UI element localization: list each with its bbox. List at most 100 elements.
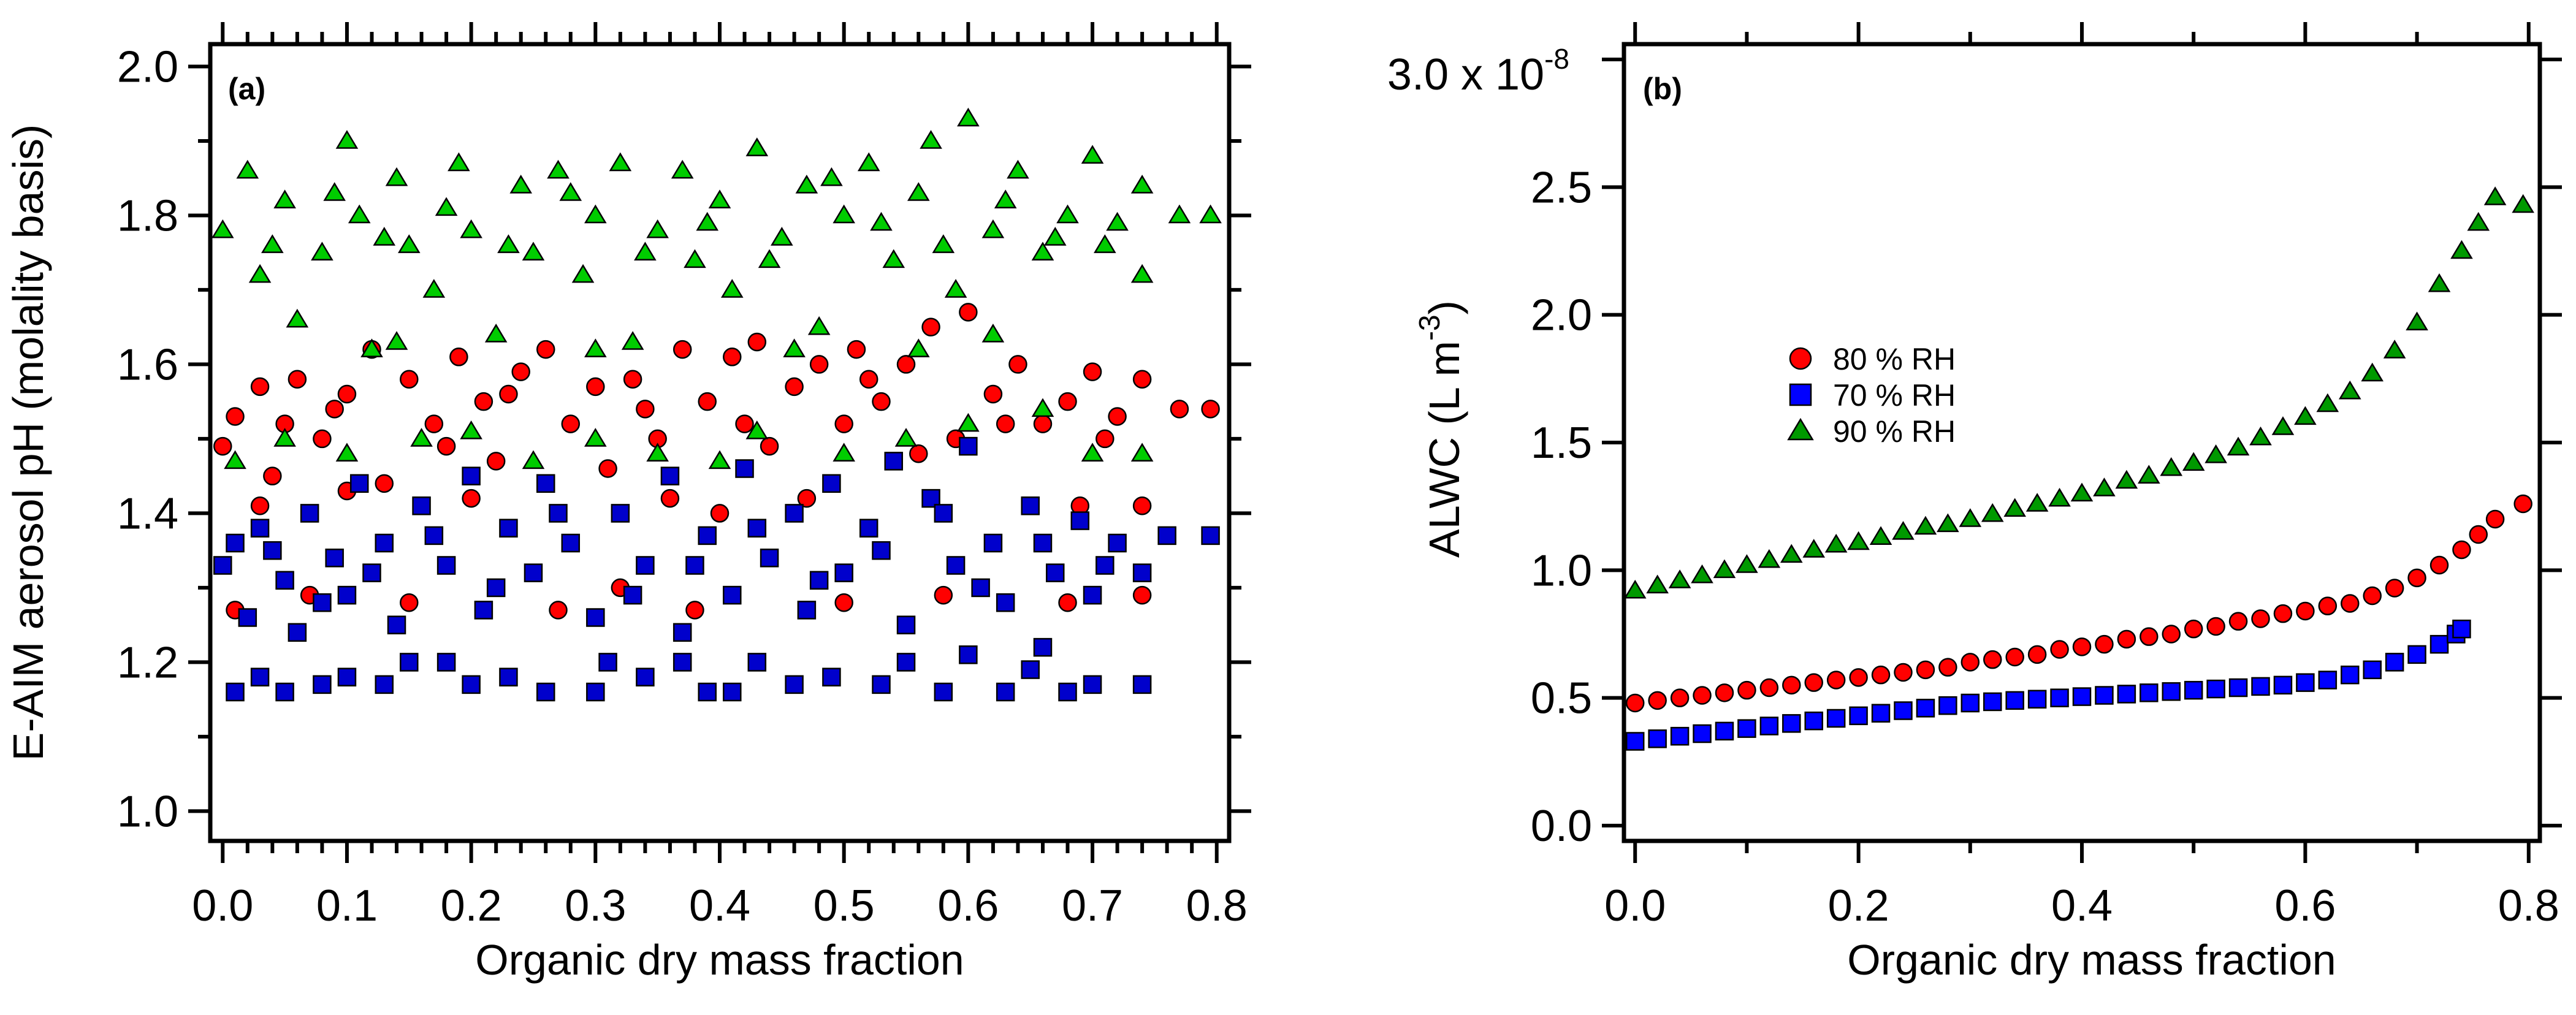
data-point — [323, 182, 346, 201]
data-point — [226, 407, 245, 426]
data-point — [2115, 469, 2138, 489]
data-point — [646, 443, 669, 462]
data-point — [300, 504, 319, 523]
data-point — [807, 316, 831, 335]
data-point — [833, 443, 855, 462]
data-point — [1847, 531, 1870, 550]
data-point — [1804, 711, 1823, 731]
data-point — [1083, 362, 1102, 381]
data-point — [2452, 540, 2471, 560]
panel-b-markers — [1623, 186, 2534, 751]
data-point — [896, 615, 916, 634]
data-point — [1033, 637, 1053, 657]
data-point — [1737, 680, 1756, 700]
data-point — [1894, 701, 1913, 720]
data-point — [1033, 533, 1053, 553]
data-point — [313, 593, 332, 612]
data-point — [584, 338, 607, 357]
data-point — [1623, 579, 1647, 599]
data-point — [486, 578, 506, 598]
data-point — [337, 667, 357, 686]
data-point — [250, 519, 270, 538]
data-point — [797, 601, 817, 620]
data-point — [273, 189, 296, 208]
data-point — [623, 585, 642, 605]
data-point — [1871, 665, 1891, 685]
data-point — [1802, 539, 1826, 558]
data-point — [2469, 525, 2488, 544]
data-point — [684, 249, 706, 268]
panel-b-x-axis-title: Organic dry mass fraction — [1847, 936, 2336, 984]
data-point — [2184, 680, 2203, 700]
data-point — [857, 152, 880, 172]
data-point — [460, 219, 482, 238]
data-point — [685, 556, 704, 575]
data-point — [1892, 520, 1915, 540]
data-point — [1668, 569, 1691, 588]
x-tick-label: 0.4 — [2051, 881, 2113, 930]
panel-b-y-axis-title-end: ) — [1420, 300, 1468, 314]
data-point — [646, 219, 669, 238]
data-point — [1826, 709, 1846, 728]
x-tick-label: 0.4 — [689, 881, 750, 930]
panel-a-y-axis-title: E-AIM aerosol pH (molality basis) — [4, 124, 52, 761]
data-point — [809, 571, 829, 590]
legend-label: 70 % RH — [1833, 378, 1956, 412]
data-point — [1849, 668, 1868, 687]
data-point — [847, 340, 866, 359]
data-point — [981, 323, 1005, 343]
data-point — [1938, 658, 1957, 677]
data-point — [2407, 645, 2426, 664]
data-point — [2182, 452, 2205, 471]
data-point — [896, 355, 916, 374]
data-point — [250, 496, 270, 515]
panel-a-label: (a) — [228, 72, 265, 106]
data-point — [236, 159, 259, 179]
data-point — [584, 428, 607, 447]
data-point — [598, 459, 617, 478]
data-point — [559, 182, 582, 201]
panel-a-x-axis-title: Organic dry mass fraction — [475, 936, 964, 984]
data-point — [424, 526, 444, 546]
data-point — [932, 234, 955, 253]
data-point — [397, 234, 421, 253]
data-point — [311, 241, 333, 260]
data-point — [1045, 563, 1065, 582]
data-point — [586, 377, 605, 397]
data-point — [944, 279, 967, 298]
y-tick-label: 2.5 — [1531, 163, 1592, 212]
data-point — [412, 496, 431, 515]
data-point — [2027, 645, 2047, 664]
data-point — [337, 384, 357, 404]
data-point — [248, 264, 272, 283]
data-point — [971, 578, 990, 598]
data-point — [2294, 406, 2317, 425]
data-point — [536, 340, 555, 359]
data-point — [1031, 241, 1054, 260]
data-point — [288, 370, 307, 389]
data-point — [1983, 692, 2002, 712]
legend-label: 80 % RH — [1833, 342, 1956, 376]
data-point — [422, 279, 446, 298]
data-point — [745, 137, 769, 156]
legend-marker-square — [1789, 383, 1812, 406]
data-point — [1168, 204, 1191, 224]
data-point — [561, 414, 581, 433]
data-point — [2450, 240, 2473, 259]
data-point — [673, 623, 692, 642]
data-point — [2249, 426, 2272, 446]
data-point — [313, 675, 332, 694]
data-point — [2050, 640, 2069, 659]
data-point — [1031, 398, 1054, 417]
data-point — [1132, 563, 1152, 582]
data-point — [834, 563, 853, 582]
data-point — [499, 519, 518, 538]
data-point — [288, 623, 307, 642]
data-point — [2385, 653, 2404, 672]
data-point — [1894, 663, 1913, 682]
data-point — [2048, 487, 2071, 507]
data-point — [2361, 362, 2384, 382]
data-point — [1081, 443, 1104, 462]
panel-b-y-scale-base: 3.0 x 10 — [1387, 50, 1544, 99]
panel-b-series-80-rh — [1625, 494, 2532, 713]
